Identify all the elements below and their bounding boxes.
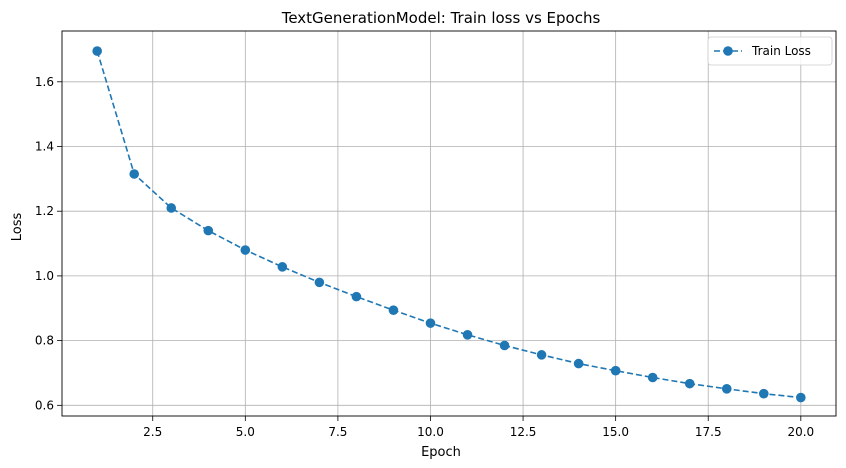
data-point <box>240 245 251 255</box>
x-axis-label: Epoch <box>421 445 461 460</box>
data-point <box>92 46 102 56</box>
x-tick-label: 5.0 <box>236 425 255 439</box>
data-point <box>684 378 695 389</box>
data-point <box>129 169 140 179</box>
x-tick-label: 17.5 <box>695 425 722 439</box>
data-point <box>610 365 621 376</box>
data-point <box>647 372 658 383</box>
y-tick-label: 1.0 <box>35 269 54 283</box>
chart-title: TextGenerationModel: Train loss vs Epoch… <box>281 9 601 27</box>
legend-label: Train Loss <box>751 44 811 58</box>
y-tick-label: 0.8 <box>35 334 54 348</box>
data-point <box>796 392 806 403</box>
y-tick-label: 0.6 <box>35 398 54 412</box>
data-point <box>758 388 769 399</box>
data-point <box>573 358 584 369</box>
x-tick-label: 10.0 <box>417 425 444 439</box>
x-tick-label: 2.5 <box>143 425 162 439</box>
data-point <box>388 305 399 316</box>
data-point <box>203 225 214 236</box>
x-tick-label: 12.5 <box>510 425 537 439</box>
x-tick-label: 20.0 <box>787 425 814 439</box>
data-point <box>499 340 510 351</box>
legend-box <box>707 36 833 66</box>
y-tick-label: 1.4 <box>35 140 54 154</box>
data-point <box>536 350 547 360</box>
series-line <box>96 50 801 399</box>
y-axis-label: Loss <box>10 213 25 242</box>
plot-area: 2.5 5.0 7.5 10.0 12.5 15.0 17.5 20.0 0.6 0.8 1.0 1.… <box>35 30 837 439</box>
x-tick-label: 7.5 <box>328 425 347 439</box>
data-point <box>277 262 288 272</box>
y-tick-label: 1.6 <box>35 75 54 89</box>
data-point <box>721 384 732 394</box>
data-point <box>351 291 362 302</box>
data-point <box>166 203 177 213</box>
data-point <box>314 277 325 288</box>
data-point <box>425 318 436 328</box>
legend-marker <box>723 46 733 56</box>
x-tick-label: 15.0 <box>602 425 629 439</box>
legend: Train Loss <box>707 36 833 66</box>
data-point <box>462 329 473 340</box>
plot-frame <box>61 30 837 417</box>
y-tick-label: 1.2 <box>35 204 54 218</box>
